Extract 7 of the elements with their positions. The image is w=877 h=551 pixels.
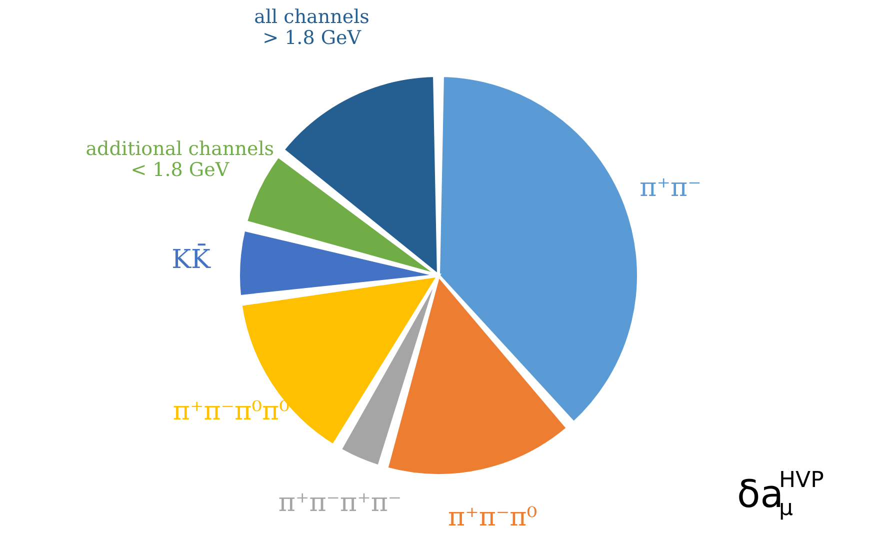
slice-label: π⁺π⁻	[640, 172, 702, 203]
slice-label: all channels > 1.8 GeV	[254, 6, 370, 49]
slice-label: π⁺π⁻π⁺π⁻	[278, 488, 402, 518]
slice-label: π⁺π⁻π⁰π⁰	[172, 396, 290, 427]
slice-label: KK̄	[172, 243, 211, 275]
slice-label: π⁺π⁻π⁰	[448, 502, 538, 533]
slice-label: additional channels < 1.8 GeV	[86, 138, 274, 181]
